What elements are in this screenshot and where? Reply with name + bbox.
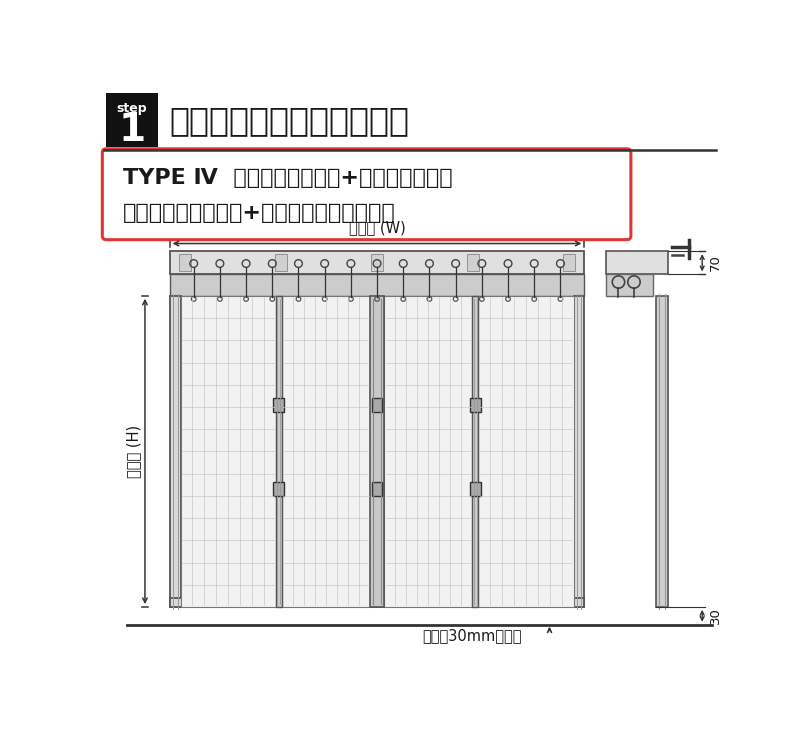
Bar: [181, 296, 276, 607]
Bar: [472, 296, 478, 607]
Text: 70: 70: [709, 254, 722, 272]
Bar: [371, 254, 383, 272]
Bar: [170, 296, 181, 607]
Text: step: step: [117, 102, 147, 115]
Text: 製品幅 (W): 製品幅 (W): [349, 220, 406, 235]
Bar: [372, 398, 382, 412]
Bar: [370, 296, 384, 607]
Bar: [478, 296, 574, 607]
Text: +中間フレーム　両開き: +中間フレーム 両開き: [123, 202, 396, 222]
Text: 床から30mmあける: 床から30mmあける: [422, 628, 522, 643]
Bar: [170, 251, 584, 275]
Bar: [606, 275, 653, 296]
Bar: [282, 296, 370, 607]
Bar: [275, 254, 287, 272]
Bar: [372, 482, 382, 495]
Text: 製品高 (H): 製品高 (H): [126, 425, 142, 478]
Bar: [179, 254, 191, 272]
Bar: [606, 251, 668, 275]
Bar: [470, 482, 481, 495]
Bar: [274, 482, 284, 495]
Bar: [574, 296, 584, 607]
Bar: [106, 93, 158, 147]
Text: 製品仕様をご確認下さい。: 製品仕様をご確認下さい。: [170, 104, 410, 137]
Bar: [656, 296, 668, 607]
Bar: [466, 254, 479, 272]
Text: 30: 30: [709, 607, 722, 624]
Bar: [170, 275, 584, 296]
Bar: [384, 296, 472, 607]
Text: TYPE Ⅳ  ビニールカーテン+レール＋間仕切: TYPE Ⅳ ビニールカーテン+レール＋間仕切: [123, 168, 453, 187]
Bar: [470, 398, 481, 412]
Text: 1: 1: [118, 111, 146, 149]
Bar: [274, 398, 284, 412]
FancyBboxPatch shape: [102, 148, 631, 239]
Bar: [170, 598, 584, 607]
Bar: [562, 254, 575, 272]
Bar: [276, 296, 282, 607]
